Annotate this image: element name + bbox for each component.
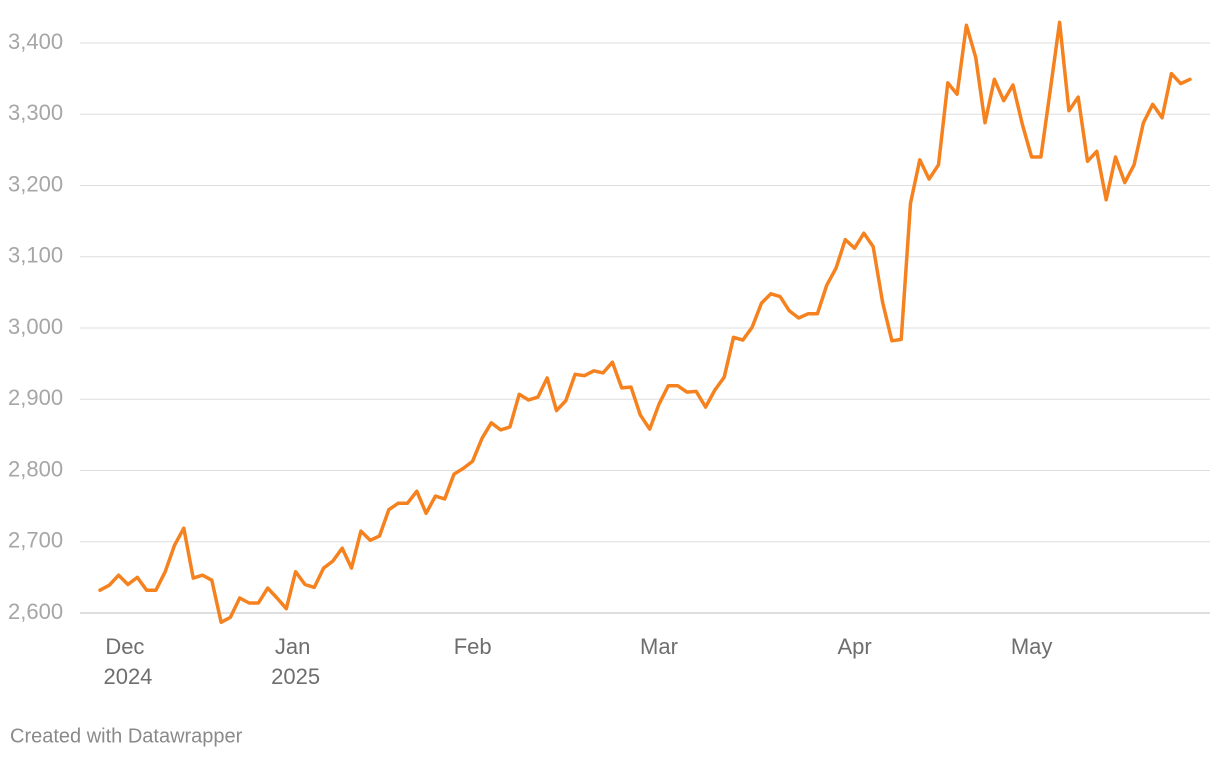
x-tick-label: Mar [640, 634, 678, 659]
x-tick-label: Feb [454, 634, 492, 659]
y-tick-label: 3,100 [8, 243, 63, 268]
line [98, 20, 1192, 625]
y-tick-label: 2,700 [8, 528, 63, 553]
y-tick-label: 3,200 [8, 171, 63, 196]
x-tick-label: May [1011, 634, 1053, 659]
y-tick-label: 2,900 [8, 385, 63, 410]
credit: Created with Datawrapper [10, 725, 243, 747]
y-tick-label: 3,300 [8, 100, 63, 125]
y-tick-label: 3,400 [8, 29, 63, 54]
x-tick-label: Apr [837, 634, 871, 659]
y-tick-label: 3,000 [8, 314, 63, 339]
y-tick-label: 2,600 [8, 599, 63, 624]
x-tick-label: Dec 2024 [103, 634, 152, 689]
x-tick-label: Jan 2025 [271, 634, 320, 689]
y-tick-label: 2,800 [8, 456, 63, 481]
